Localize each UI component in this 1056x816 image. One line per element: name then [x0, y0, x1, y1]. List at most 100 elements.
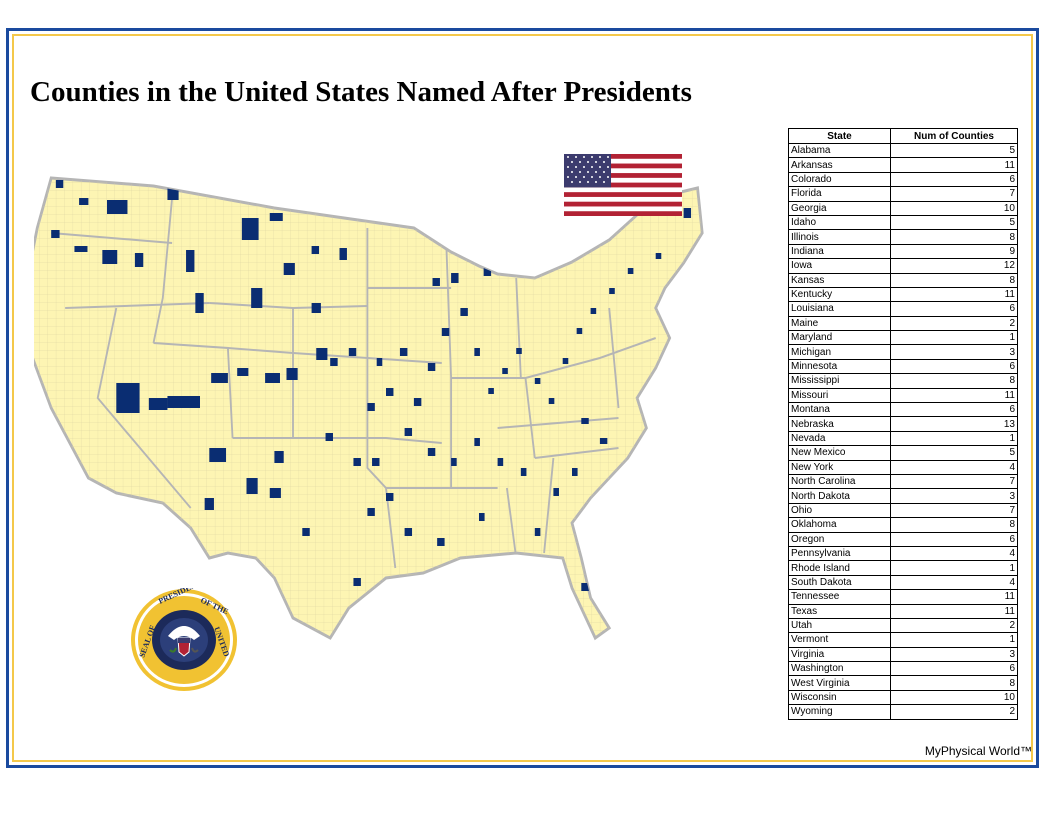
county-count-cell: 11: [890, 157, 1018, 173]
table-row: Illinois 8: [788, 229, 1018, 245]
table-row: Iowa 12: [788, 258, 1018, 274]
table-row: Idaho 5: [788, 214, 1018, 231]
table-row: Michigan 3: [788, 344, 1018, 360]
table-row: Mississippi 8: [788, 373, 1018, 389]
state-name-cell: Wyoming: [788, 704, 891, 720]
table-row: Oklahoma 8: [788, 517, 1018, 533]
state-name-cell: Utah: [788, 617, 891, 634]
state-name-cell: Montana: [788, 402, 891, 418]
state-name-cell: South Dakota: [788, 574, 891, 591]
table-row: Pennsylvania 4: [788, 545, 1018, 562]
county-count-cell: 6: [890, 402, 1018, 418]
county-count-cell: 8: [890, 229, 1018, 245]
state-name-cell: Wisconsin: [788, 689, 891, 706]
state-name-cell: Oregon: [788, 531, 891, 547]
county-count-cell: 1: [890, 330, 1018, 346]
table-row: South Dakota 4: [788, 574, 1018, 591]
state-name-cell: North Carolina: [788, 473, 891, 490]
county-count-cell: 11: [890, 603, 1018, 619]
county-count-cell: 8: [890, 517, 1018, 533]
county-count-cell: 6: [890, 531, 1018, 547]
table-row: Virginia 3: [788, 646, 1018, 663]
column-header-state: State: [788, 128, 891, 144]
table-row: Alabama 5: [788, 142, 1018, 159]
county-count-cell: 3: [890, 646, 1018, 663]
state-name-cell: Florida: [788, 186, 891, 202]
state-name-cell: Louisiana: [788, 301, 891, 317]
county-count-cell: 4: [890, 545, 1018, 562]
state-name-cell: Maryland: [788, 330, 891, 346]
table-row: Kentucky 11: [788, 286, 1018, 303]
page-title: Counties in the United States Named Afte…: [30, 76, 692, 108]
county-count-cell: 2: [890, 617, 1018, 634]
table-row: Nevada 1: [788, 430, 1018, 447]
table-row: Tennessee 11: [788, 589, 1018, 605]
county-count-cell: 5: [890, 445, 1018, 461]
state-name-cell: Rhode Island: [788, 560, 891, 576]
state-name-cell: Texas: [788, 603, 891, 619]
county-count-cell: 4: [890, 574, 1018, 591]
state-name-cell: Pennsylvania: [788, 545, 891, 562]
county-count-cell: 6: [890, 171, 1018, 188]
state-name-cell: Alabama: [788, 142, 891, 159]
credit-text: MyPhysical World™: [924, 744, 1032, 758]
table-row: Nebraska 13: [788, 416, 1018, 432]
county-count-cell: 3: [890, 344, 1018, 360]
presidential-seal: PRESIDENT OF THE UNITED SEAL OF: [131, 588, 237, 691]
county-count-cell: 11: [890, 387, 1018, 404]
table-row: Maine 2: [788, 315, 1018, 332]
state-name-cell: North Dakota: [788, 488, 891, 504]
us-map: [34, 176, 704, 640]
inner-frame: [12, 34, 1033, 762]
state-name-cell: Indiana: [788, 243, 891, 260]
county-count-cell: 2: [890, 315, 1018, 332]
table-row: Montana 6: [788, 402, 1018, 418]
state-name-cell: New Mexico: [788, 445, 891, 461]
table-row: Vermont 1: [788, 632, 1018, 648]
table-row: Louisiana 6: [788, 301, 1018, 317]
table-row: Kansas 8: [788, 272, 1018, 288]
state-name-cell: Kentucky: [788, 286, 891, 303]
county-count-cell: 7: [890, 186, 1018, 202]
state-name-cell: Colorado: [788, 171, 891, 188]
state-name-cell: Idaho: [788, 214, 891, 231]
table-row: Wyoming 2: [788, 704, 1018, 720]
table-row: Ohio 7: [788, 502, 1018, 519]
county-count-cell: 8: [890, 373, 1018, 389]
table-row: Rhode Island 1: [788, 560, 1018, 576]
county-count-cell: 1: [890, 560, 1018, 576]
table-row: Arkansas 11: [788, 157, 1018, 173]
county-count-cell: 6: [890, 358, 1018, 375]
counties-table: State Num of Counties Alabama 5 Arkansas 11…: [788, 128, 1018, 720]
state-name-cell: Illinois: [788, 229, 891, 245]
state-name-cell: Tennessee: [788, 589, 891, 605]
state-name-cell: West Virginia: [788, 675, 891, 691]
county-count-cell: 11: [890, 589, 1018, 605]
county-count-cell: 4: [890, 459, 1018, 475]
state-name-cell: Kansas: [788, 272, 891, 288]
table-row: North Dakota 3: [788, 488, 1018, 504]
state-name-cell: Missouri: [788, 387, 891, 404]
state-name-cell: Minnesota: [788, 358, 891, 375]
table-row: Florida 7: [788, 186, 1018, 202]
county-count-cell: 8: [890, 272, 1018, 288]
county-count-cell: 11: [890, 286, 1018, 303]
county-count-cell: 10: [890, 200, 1018, 216]
state-name-cell: Georgia: [788, 200, 891, 216]
county-count-cell: 1: [890, 430, 1018, 447]
county-count-cell: 10: [890, 689, 1018, 706]
county-count-cell: 3: [890, 488, 1018, 504]
table-row: Texas 11: [788, 603, 1018, 619]
column-header-count: Num of Counties: [890, 128, 1018, 144]
table-body: Alabama 5 Arkansas 11 Colorado 6 Florida 7 Georg…: [788, 142, 1018, 720]
county-count-cell: 6: [890, 661, 1018, 677]
outer-frame: [6, 28, 1039, 768]
county-count-cell: 9: [890, 243, 1018, 260]
table-row: Minnesota 6: [788, 358, 1018, 375]
state-name-cell: Michigan: [788, 344, 891, 360]
table-row: Colorado 6: [788, 171, 1018, 188]
state-name-cell: Nebraska: [788, 416, 891, 432]
table-row: North Carolina 7: [788, 473, 1018, 490]
table-row: Oregon 6: [788, 531, 1018, 547]
table-row: New Mexico 5: [788, 445, 1018, 461]
